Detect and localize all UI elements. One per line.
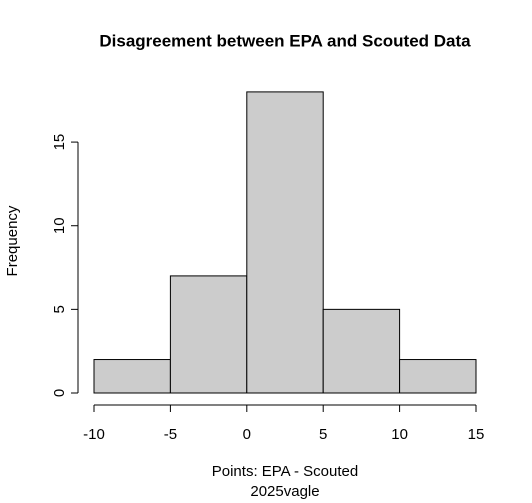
y-tick-label: 10	[51, 217, 68, 234]
x-tick-label: 5	[319, 426, 327, 443]
bar	[322, 308, 401, 394]
bar	[93, 359, 171, 394]
bar	[399, 359, 477, 394]
x-axis-label: Points: EPA - Scouted	[212, 463, 358, 480]
x-tick-label: 10	[391, 426, 408, 443]
y-tick-label: 5	[51, 305, 68, 313]
chart-title: Disagreement between EPA and Scouted Dat…	[99, 31, 471, 50]
bar	[246, 91, 324, 394]
x-tick-label: -5	[164, 426, 177, 443]
subtitle: 2025vagle	[250, 483, 319, 500]
x-tick-label: -10	[83, 426, 105, 443]
x-tick-label: 0	[243, 426, 251, 443]
bar	[169, 275, 248, 394]
y-tick-label: 15	[51, 134, 68, 151]
y-axis-label: Frequency	[4, 205, 21, 276]
x-tick-label: 15	[468, 426, 485, 443]
y-tick-label: 0	[51, 389, 68, 397]
